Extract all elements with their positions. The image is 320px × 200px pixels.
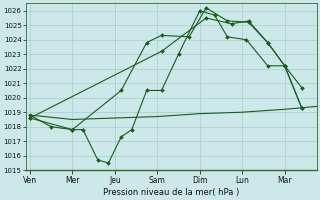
X-axis label: Pression niveau de la mer( hPa ): Pression niveau de la mer( hPa ) [103,188,239,197]
